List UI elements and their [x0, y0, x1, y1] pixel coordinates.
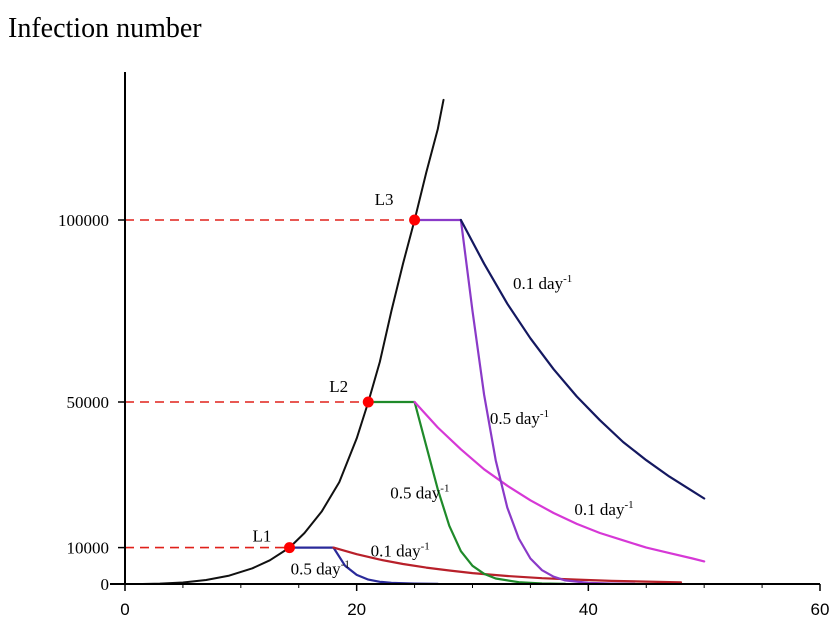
series-line-3: [367, 400, 567, 585]
series-lines: [141, 98, 706, 586]
y-tick-label-3: 100000: [58, 211, 109, 230]
x-tick-label-0: 0: [120, 600, 129, 619]
threshold-markers: L1 L2 L3: [252, 190, 421, 554]
series-line-2: [332, 546, 683, 584]
threshold-guides: [125, 219, 415, 549]
rate-annotation-sup-5: -1: [341, 559, 350, 571]
x-tick-label-1: 20: [347, 600, 366, 619]
threshold-label-l2: L2: [329, 377, 348, 396]
rate-annotation-1: 0.5 day-1: [490, 408, 549, 428]
series-line-5: [413, 218, 636, 586]
rate-annotation-0: 0.1 day-1: [513, 273, 572, 293]
series-line-6: [459, 218, 706, 500]
rate-annotation-sup-1: -1: [540, 408, 549, 420]
series-line-0: [141, 98, 445, 585]
tick-labels: 0 20 40 60 0 10000 50000 100000: [58, 211, 829, 619]
axes: [110, 72, 820, 585]
y-tick-label-0: 0: [101, 575, 110, 594]
rate-annotation-sup-4: -1: [421, 541, 430, 553]
y-tick-label-1: 10000: [67, 539, 110, 558]
y-tick-label-2: 50000: [67, 393, 110, 412]
series-line-4: [413, 400, 706, 563]
rate-annotation-sup-2: -1: [440, 482, 449, 494]
rate-annotation-sup-3: -1: [624, 499, 633, 511]
threshold-label-l1: L1: [252, 527, 271, 546]
rate-annotation-3: 0.1 day-1: [574, 499, 633, 519]
threshold-label-l3: L3: [375, 190, 394, 209]
threshold-marker-l3: [409, 214, 421, 226]
rate-annotation-sup-0: -1: [563, 273, 572, 285]
rate-annotations: 0.1 day-1 0.5 day-1 0.5 day-1 0.1 day-1 0.1 …: [291, 273, 634, 578]
threshold-marker-l1: [283, 542, 295, 554]
rate-annotation-5: 0.5 day-1: [291, 559, 350, 579]
threshold-marker-l2: [362, 396, 374, 408]
x-tick-label-3: 60: [811, 600, 830, 619]
x-tick-label-2: 40: [579, 600, 598, 619]
chart-title: Infection number: [8, 13, 202, 44]
rate-annotation-2: 0.5 day-1: [390, 482, 449, 502]
rate-annotation-4: 0.1 day-1: [371, 541, 430, 561]
